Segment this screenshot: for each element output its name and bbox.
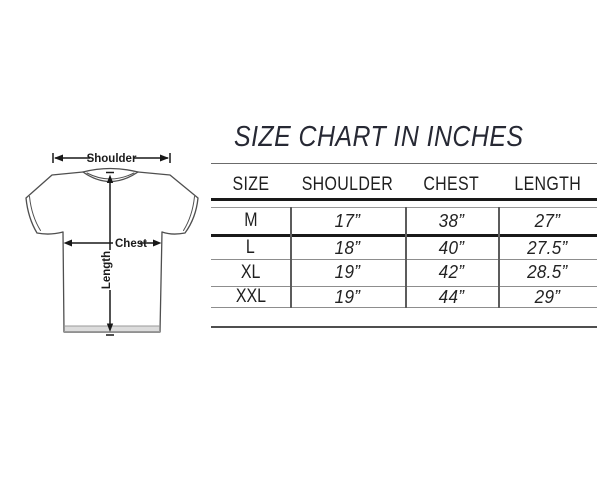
divider bbox=[211, 234, 597, 237]
cell-size: L bbox=[246, 237, 255, 258]
column-divider bbox=[405, 207, 407, 308]
header-length: LENGTH bbox=[514, 174, 581, 195]
hem-band bbox=[64, 326, 160, 332]
column-divider bbox=[498, 207, 500, 308]
divider bbox=[211, 326, 597, 328]
header-size: SIZE bbox=[232, 174, 269, 195]
cell-shoulder: 18” bbox=[334, 237, 361, 258]
table-header-row: SIZE SHOULDER CHEST LENGTH bbox=[211, 173, 597, 197]
header-chest: CHEST bbox=[423, 174, 480, 195]
cell-chest: 42” bbox=[438, 262, 465, 282]
size-table: SIZE SHOULDER CHEST LENGTH M 17” 38” 27”… bbox=[211, 163, 597, 329]
chest-measure-label: Chest bbox=[115, 238, 147, 250]
table-row: M 17” 38” 27” bbox=[211, 207, 597, 235]
divider bbox=[211, 207, 597, 208]
cell-length: 28.5” bbox=[527, 262, 568, 282]
cell-chest: 38” bbox=[438, 210, 465, 231]
cell-chest: 40” bbox=[438, 237, 465, 258]
cell-length: 27” bbox=[534, 210, 561, 231]
length-arrow bbox=[106, 171, 114, 336]
divider bbox=[211, 307, 597, 308]
cell-shoulder: 19” bbox=[334, 262, 361, 282]
shoulder-arrow bbox=[52, 153, 171, 163]
cell-length: 27.5” bbox=[527, 237, 568, 258]
cell-size: M bbox=[243, 210, 258, 231]
divider bbox=[211, 286, 597, 287]
divider bbox=[211, 198, 597, 201]
divider bbox=[211, 259, 597, 260]
cell-chest: 44” bbox=[438, 286, 465, 307]
header-shoulder: SHOULDER bbox=[301, 174, 394, 195]
cell-shoulder: 19” bbox=[334, 286, 361, 307]
tshirt-measurement-diagram: Shoulder Length Chest bbox=[25, 153, 199, 336]
column-divider bbox=[290, 207, 292, 308]
table-row: XXL 19” 44” 29” bbox=[211, 286, 597, 307]
cell-length: 29” bbox=[534, 286, 561, 307]
divider bbox=[211, 163, 597, 164]
shoulder-measure-label: Shoulder bbox=[87, 153, 137, 165]
cell-size: XXL bbox=[235, 286, 266, 307]
table-row: XL 19” 42” 28.5” bbox=[211, 259, 597, 286]
table-row: L 18” 40” 27.5” bbox=[211, 237, 597, 259]
tshirt-outline bbox=[25, 167, 199, 333]
page-title: SIZE CHART IN INCHES bbox=[234, 121, 524, 153]
cell-size: XL bbox=[240, 261, 261, 283]
chest-arrow bbox=[63, 239, 162, 247]
cell-shoulder: 17” bbox=[334, 210, 361, 231]
length-measure-label: Length bbox=[101, 251, 113, 289]
